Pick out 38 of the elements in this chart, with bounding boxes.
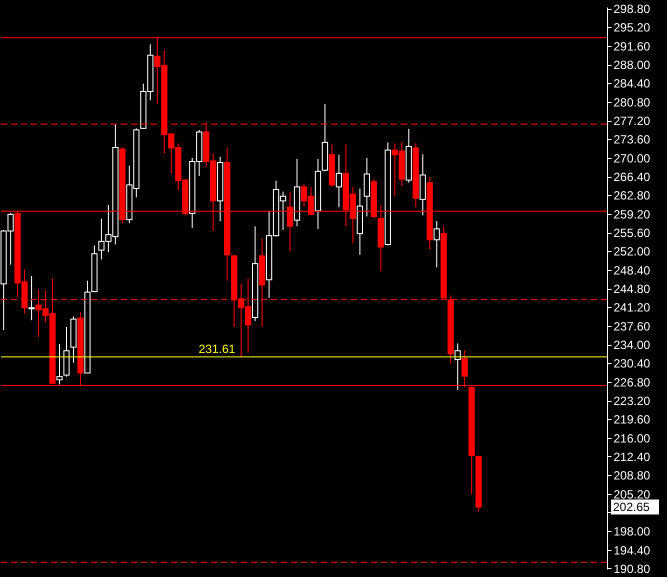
candlestick [56, 343, 63, 385]
candlestick [364, 157, 370, 217]
y-tick-label: 198.00 [614, 524, 651, 539]
y-tick-label: 190.80 [614, 562, 651, 576]
y-tick-label: 216.00 [614, 431, 651, 446]
y-tick-label: 270.00 [614, 151, 651, 166]
y-tick-label: 255.60 [614, 226, 651, 240]
y-tick-label: 241.20 [614, 300, 651, 315]
candlestick [434, 220, 440, 268]
y-tick-label: 284.40 [614, 76, 651, 91]
y-tick-label: 230.40 [614, 356, 651, 371]
y-tick-label: 259.20 [614, 207, 651, 222]
candlestick [454, 342, 461, 391]
y-tick-label: 244.80 [614, 282, 651, 296]
ref-line-label: 231.61 [198, 342, 236, 356]
y-tick-label: 288.00 [614, 58, 651, 72]
y-tick-label: 291.60 [614, 39, 651, 54]
y-tick-label: 194.40 [614, 543, 651, 558]
y-tick-label: 219.60 [614, 412, 651, 427]
y-tick-label: 262.80 [614, 188, 651, 203]
y-tick-label: 298.80 [614, 2, 651, 16]
y-tick-label: 205.20 [614, 487, 651, 502]
y-tick-label: 237.60 [614, 319, 651, 334]
y-tick-label: 223.20 [614, 394, 651, 408]
y-tick-label: 273.60 [614, 132, 651, 147]
y-tick-label: 208.80 [614, 468, 651, 483]
text: 202.65 [613, 500, 650, 514]
y-tick-label: 234.00 [614, 338, 651, 352]
candlestick [28, 276, 35, 321]
candlestick [336, 154, 342, 208]
y-tick-label: 266.40 [614, 170, 651, 184]
y-tick-label: 277.20 [614, 114, 651, 128]
y-tick-label: 212.40 [614, 450, 651, 464]
y-tick-label: 248.40 [614, 263, 651, 278]
y-tick-label: 226.80 [614, 375, 651, 390]
y-tick-label: 252.00 [614, 244, 651, 259]
y-tick-label: 280.80 [614, 95, 651, 110]
y-tick-label: 295.20 [614, 20, 651, 35]
